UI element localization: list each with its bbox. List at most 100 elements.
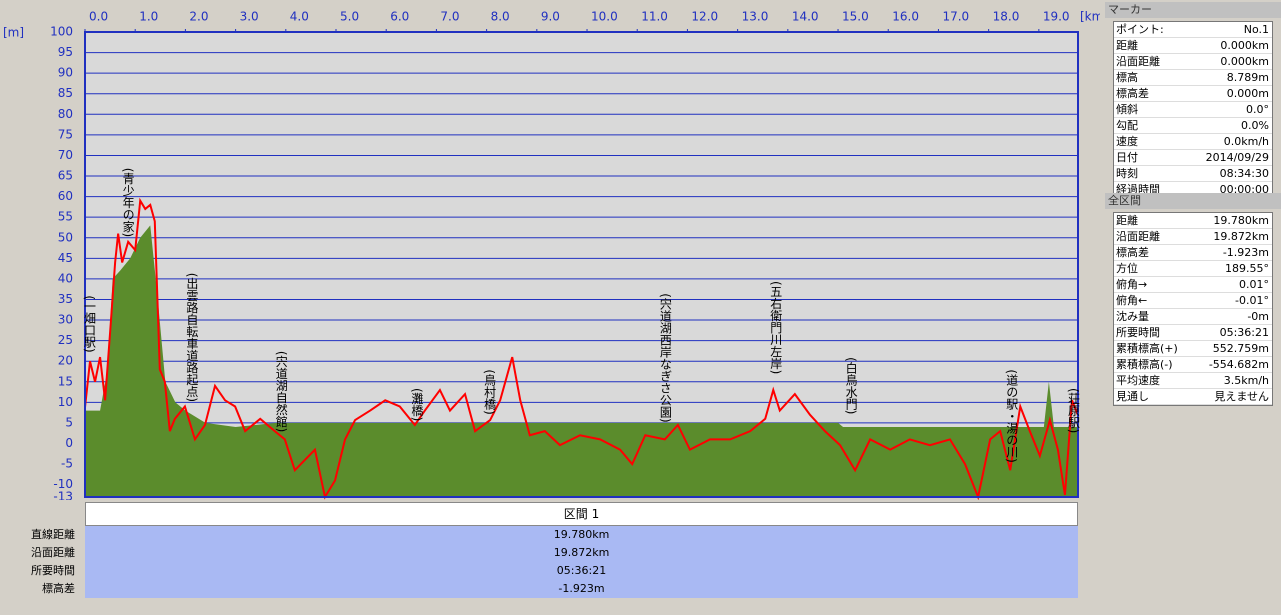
x-tick-label: 4.0 — [290, 10, 309, 24]
x-tick-label: 13.0 — [742, 10, 769, 24]
panel-row: 距離 0.000km — [1114, 38, 1272, 54]
panel-row: 距離 19.780km — [1114, 213, 1272, 229]
row-label: ポイント: — [1116, 23, 1164, 36]
row-label: 所要時間 — [1116, 326, 1160, 339]
panel-row: 標高 8.789m — [1114, 70, 1272, 86]
y-tick-label: 80 — [58, 107, 73, 121]
panel-row: 俯角→ 0.01° — [1114, 277, 1272, 293]
row-value: 189.55° — [1225, 262, 1269, 275]
row-value: -554.682m — [1208, 358, 1269, 371]
row-label: 俯角← — [1116, 294, 1148, 307]
row-label: 直線距離 — [31, 528, 75, 541]
elevation-line — [84, 197, 1079, 500]
row-label: 沿面距離 — [1116, 55, 1160, 68]
row-label: 標高差 — [42, 582, 75, 595]
panel-row: 傾斜 0.0° — [1114, 102, 1272, 118]
marker-panel: マーカー ポイント: No.1 距離 0.000km 沿面距離 0.000km 標高 8.78… — [1105, 2, 1281, 202]
row-label: 標高差 — [1116, 87, 1149, 100]
y-tick-label: 100 — [50, 25, 73, 39]
y-tick-label: 65 — [58, 169, 73, 183]
x-tick-label: 7.0 — [440, 10, 459, 24]
x-tick-label: 3.0 — [240, 10, 259, 24]
row-value: -1.923m — [1222, 246, 1269, 259]
total-panel: 全区間 距離 19.780km 沿面距離 19.872km 標高差 -1.923m 方位 18… — [1105, 193, 1281, 409]
place-annotation: (宍道湖西岸なぎさ公園) — [658, 293, 672, 422]
row-label: 累積標高(+) — [1116, 342, 1178, 355]
x-tick-label: 10.0 — [591, 10, 618, 24]
y-tick-label: 0 — [65, 436, 73, 450]
row-label: 沿面距離 — [1116, 230, 1160, 243]
row-value: -0m — [1247, 310, 1269, 323]
panel-row: 時刻 08:34:30 — [1114, 166, 1272, 182]
chart: [km] [m] -13-10 -5 0 5 10 15 20 25 30 35 40 45 50 55 6… — [3, 10, 1100, 501]
terrain-area — [85, 225, 1078, 497]
row-value: -0.01° — [1235, 294, 1269, 307]
row-value: 05:36:21 — [85, 562, 1078, 580]
row-value: 19.780km — [85, 526, 1078, 544]
plot-series — [84, 197, 1079, 500]
y-tick-label: 40 — [58, 271, 73, 285]
row-value: 0.0% — [1241, 119, 1269, 132]
row-label: 距離 — [1116, 39, 1138, 52]
segment-table: 区間 1 直線距離 19.780km 沿面距離 19.872km 所要時間 05:36:2… — [0, 502, 1078, 598]
x-tick-label: 17.0 — [942, 10, 969, 24]
y-tick-label: 50 — [58, 230, 73, 244]
x-tick-label: 19.0 — [1043, 10, 1070, 24]
segment-row: 沿面距離 19.872km — [0, 544, 1078, 562]
row-value: 見えません — [1214, 390, 1269, 403]
x-tick-label: 1.0 — [139, 10, 158, 24]
place-annotation: (荘原駅) — [1066, 388, 1080, 433]
panel-row: ポイント: No.1 — [1114, 22, 1272, 38]
row-label: 日付 — [1116, 151, 1138, 164]
x-tick-label: 12.0 — [691, 10, 718, 24]
row-value: 8.789m — [1226, 71, 1269, 84]
x-tick-label: 15.0 — [842, 10, 869, 24]
panel-row: 標高差 0.000m — [1114, 86, 1272, 102]
y-tick-label: 15 — [58, 374, 73, 388]
row-value: 0.0° — [1246, 103, 1269, 116]
row-label: 見通し — [1116, 390, 1149, 403]
segment-row: 所要時間 05:36:21 — [0, 562, 1078, 580]
plot-border — [84, 31, 1079, 498]
row-label: 沈み量 — [1116, 310, 1149, 323]
row-value: -1.923m — [85, 580, 1078, 598]
place-annotation: (出雲路自転車道路起点) — [185, 273, 199, 402]
panel-row: 標高差 -1.923m — [1114, 245, 1272, 261]
x-tick-label: 16.0 — [892, 10, 919, 24]
row-label: 勾配 — [1116, 119, 1138, 132]
row-value: 552.759m — [1212, 342, 1269, 355]
y-tick-label: 75 — [58, 127, 73, 141]
row-label: 沿面距離 — [31, 546, 75, 559]
row-label: 経過時間 — [1116, 183, 1160, 196]
y-tick-label: 30 — [58, 313, 73, 327]
y-tick-label: 10 — [58, 395, 73, 409]
row-value: 19.872km — [85, 544, 1078, 562]
row-value: 0.0km/h — [1223, 135, 1269, 148]
row-value: 19.780km — [1213, 214, 1269, 227]
panel-row: 勾配 0.0% — [1114, 118, 1272, 134]
x-tick-label: 18.0 — [993, 10, 1020, 24]
plot-area — [85, 32, 1078, 497]
y-tick-label: 95 — [58, 45, 73, 59]
panel-row: 方位 189.55° — [1114, 261, 1272, 277]
y-tick-label: -10 — [53, 477, 73, 491]
place-annotation: (青少年の家) — [121, 168, 135, 237]
y-tick-label: 5 — [65, 415, 73, 429]
y-axis-label: [m] — [3, 26, 24, 40]
row-value: 08:34:30 — [1219, 167, 1269, 180]
panel-row: 日付 2014/09/29 — [1114, 150, 1272, 166]
y-tick-label: 70 — [58, 148, 73, 162]
panel-row: 累積標高(+) 552.759m — [1114, 341, 1272, 357]
y-tick-label: -13 — [53, 490, 73, 501]
row-value: 0.000m — [1226, 87, 1269, 100]
row-value: No.1 — [1243, 23, 1269, 36]
place-annotation: (一畑口駅) — [83, 295, 97, 352]
segment-row: 直線距離 19.780km — [0, 526, 1078, 544]
x-tick-label: 6.0 — [390, 10, 409, 24]
panel-row: 沈み量 -0m — [1114, 309, 1272, 325]
x-axis-label: [km] — [1080, 10, 1100, 24]
panel-row: 所要時間 05:36:21 — [1114, 325, 1272, 341]
panel-table: 距離 19.780km 沿面距離 19.872km 標高差 -1.923m 方位 189.55… — [1113, 212, 1273, 406]
row-label: 平均速度 — [1116, 374, 1160, 387]
